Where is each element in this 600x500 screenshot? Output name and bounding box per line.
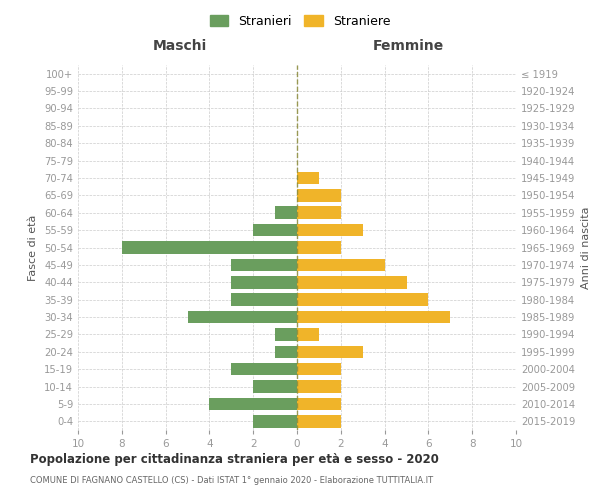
Bar (297, 189, 341, 202)
Text: COMUNE DI FAGNANO CASTELLO (CS) - Dati ISTAT 1° gennaio 2020 - Elaborazione TUTT: COMUNE DI FAGNANO CASTELLO (CS) - Dati I… (30, 476, 433, 485)
Bar (253, 224, 297, 236)
Bar (297, 415, 341, 428)
Bar (297, 258, 385, 271)
Text: Popolazione per cittadinanza straniera per età e sesso - 2020: Popolazione per cittadinanza straniera p… (30, 452, 439, 466)
Y-axis label: Anni di nascita: Anni di nascita (581, 206, 591, 289)
Bar (297, 224, 362, 236)
Bar (275, 328, 297, 340)
Bar (253, 380, 297, 393)
Bar (122, 241, 297, 254)
Bar (209, 398, 297, 410)
Bar (297, 276, 407, 288)
Bar (232, 363, 297, 376)
Bar (253, 415, 297, 428)
Bar (275, 346, 297, 358)
Bar (297, 346, 362, 358)
Text: Maschi: Maschi (153, 38, 207, 52)
Bar (275, 206, 297, 219)
Text: Femmine: Femmine (373, 38, 443, 52)
Legend: Stranieri, Straniere: Stranieri, Straniere (206, 11, 394, 32)
Bar (297, 328, 319, 340)
Bar (297, 380, 341, 393)
Bar (232, 294, 297, 306)
Y-axis label: Fasce di età: Fasce di età (28, 214, 38, 280)
Bar (232, 258, 297, 271)
Bar (297, 241, 341, 254)
Bar (297, 398, 341, 410)
Bar (187, 311, 297, 324)
Bar (297, 172, 319, 184)
Bar (297, 363, 341, 376)
Bar (232, 276, 297, 288)
Bar (297, 311, 450, 324)
Bar (297, 206, 341, 219)
Bar (297, 294, 428, 306)
